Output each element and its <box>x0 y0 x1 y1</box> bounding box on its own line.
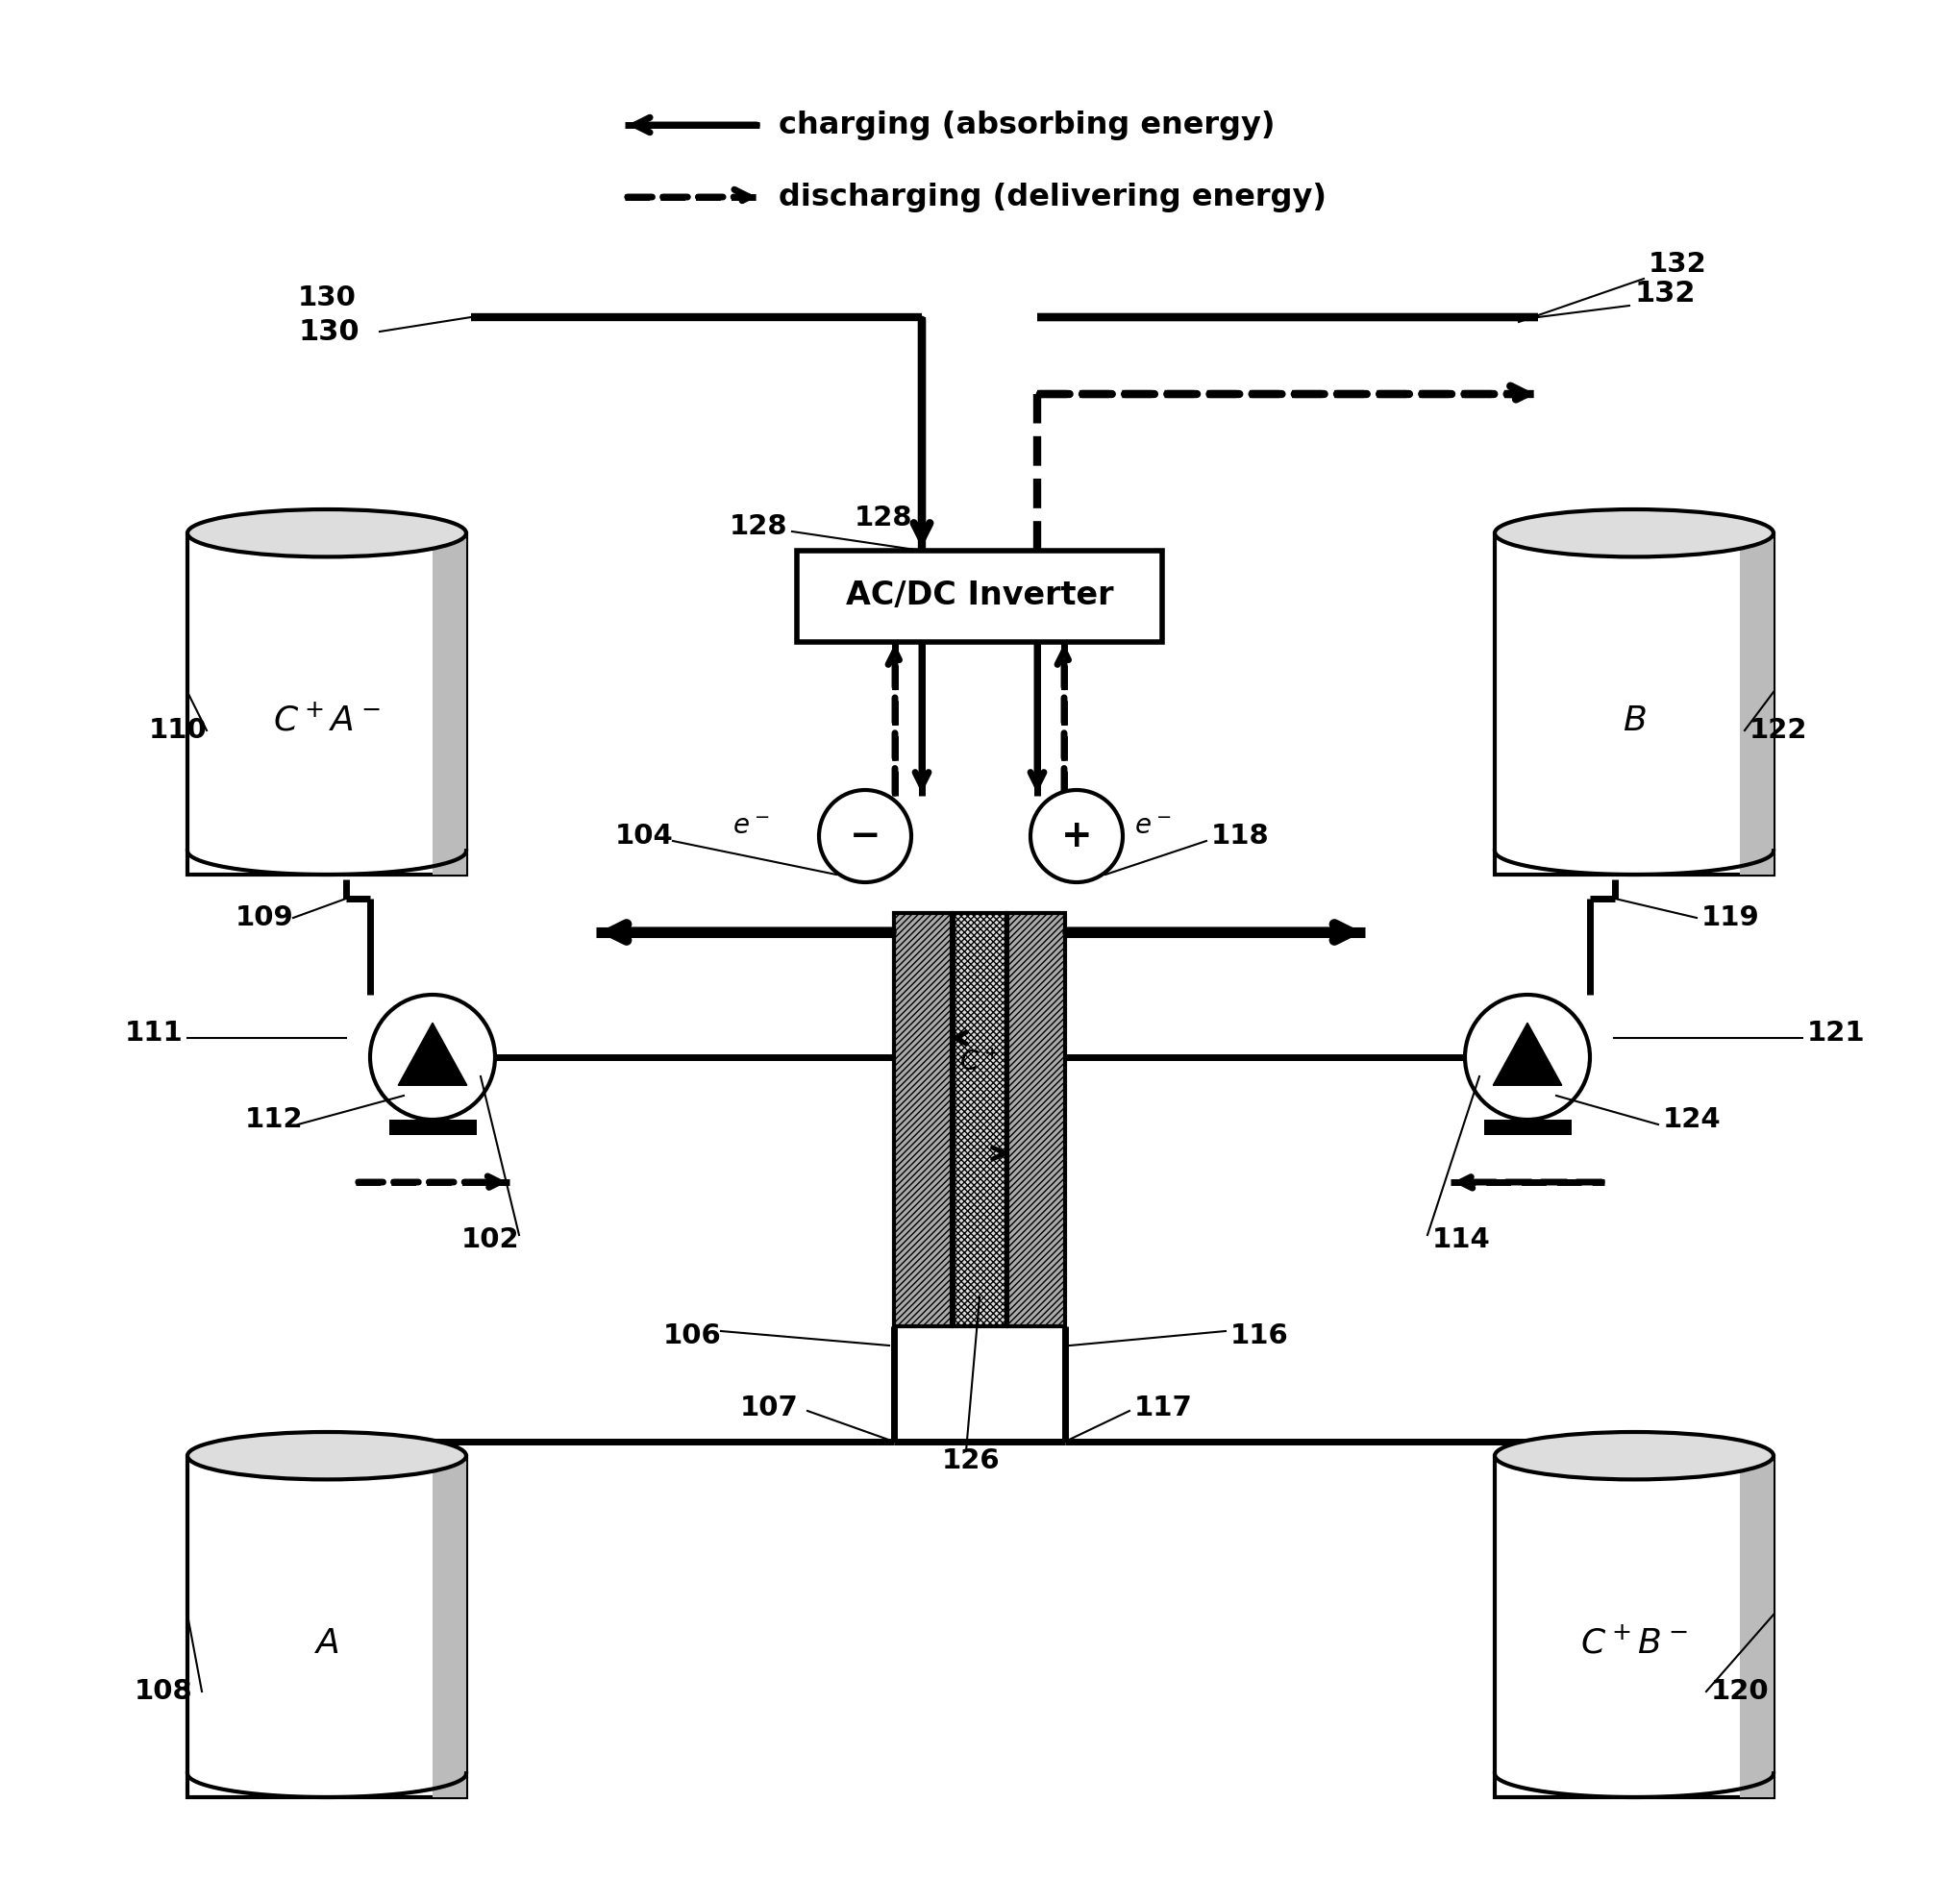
Text: 117: 117 <box>1135 1395 1194 1422</box>
Text: discharging (delivering energy): discharging (delivering energy) <box>778 182 1327 211</box>
Polygon shape <box>1494 1023 1562 1085</box>
Text: 110: 110 <box>149 717 208 743</box>
Text: 108: 108 <box>135 1679 192 1705</box>
Bar <box>1007 912 1064 1327</box>
Text: $C^+A^-$: $C^+A^-$ <box>272 703 380 738</box>
Bar <box>1484 1120 1572 1135</box>
Ellipse shape <box>1495 509 1774 557</box>
Text: charging (absorbing energy): charging (absorbing energy) <box>778 110 1276 141</box>
Text: 118: 118 <box>1211 823 1270 850</box>
Text: 102: 102 <box>461 1226 519 1253</box>
Circle shape <box>370 994 496 1120</box>
Text: $C^+$: $C^+$ <box>960 1049 1000 1076</box>
Text: AC/DC Inverter: AC/DC Inverter <box>845 580 1113 612</box>
Text: $B$: $B$ <box>1623 705 1646 738</box>
Text: 111: 111 <box>125 1019 184 1047</box>
Text: 121: 121 <box>1807 1019 1866 1047</box>
Text: +: + <box>1060 817 1092 854</box>
Text: −: − <box>849 817 880 854</box>
Bar <box>433 532 466 874</box>
Text: $e^-$: $e^-$ <box>1135 814 1172 840</box>
Text: $e^-$: $e^-$ <box>733 814 768 840</box>
Text: 119: 119 <box>1701 905 1760 931</box>
Circle shape <box>819 791 911 882</box>
Polygon shape <box>398 1023 466 1085</box>
Text: 112: 112 <box>245 1106 304 1133</box>
Bar <box>188 532 466 874</box>
Text: 126: 126 <box>943 1447 1000 1475</box>
Bar <box>955 912 1005 1327</box>
Ellipse shape <box>188 509 466 557</box>
Text: 132: 132 <box>1648 251 1707 278</box>
Bar <box>188 1456 466 1796</box>
Text: 116: 116 <box>1231 1323 1290 1350</box>
Text: 106: 106 <box>662 1323 721 1350</box>
Text: 128: 128 <box>729 513 788 540</box>
Text: 109: 109 <box>235 905 294 931</box>
Text: 124: 124 <box>1662 1106 1721 1133</box>
Text: 107: 107 <box>741 1395 798 1422</box>
Bar <box>894 912 953 1327</box>
Text: 132: 132 <box>1635 279 1695 308</box>
Bar <box>1740 1456 1774 1796</box>
Text: 130: 130 <box>298 285 357 312</box>
Bar <box>433 1456 466 1796</box>
Text: $A$: $A$ <box>314 1627 339 1660</box>
Circle shape <box>1031 791 1123 882</box>
Bar <box>1740 532 1774 874</box>
Bar <box>1495 1456 1774 1796</box>
Ellipse shape <box>188 1431 466 1479</box>
Circle shape <box>1464 994 1590 1120</box>
Text: $C^+B^-$: $C^+B^-$ <box>1580 1627 1688 1660</box>
Text: 122: 122 <box>1750 717 1807 743</box>
Text: 128: 128 <box>855 504 913 532</box>
Bar <box>388 1120 476 1135</box>
Text: 104: 104 <box>615 823 674 850</box>
Bar <box>798 551 1162 643</box>
Text: 120: 120 <box>1711 1679 1770 1705</box>
Bar <box>1495 532 1774 874</box>
Text: 130: 130 <box>298 317 359 346</box>
Text: 114: 114 <box>1433 1226 1492 1253</box>
Ellipse shape <box>1495 1431 1774 1479</box>
